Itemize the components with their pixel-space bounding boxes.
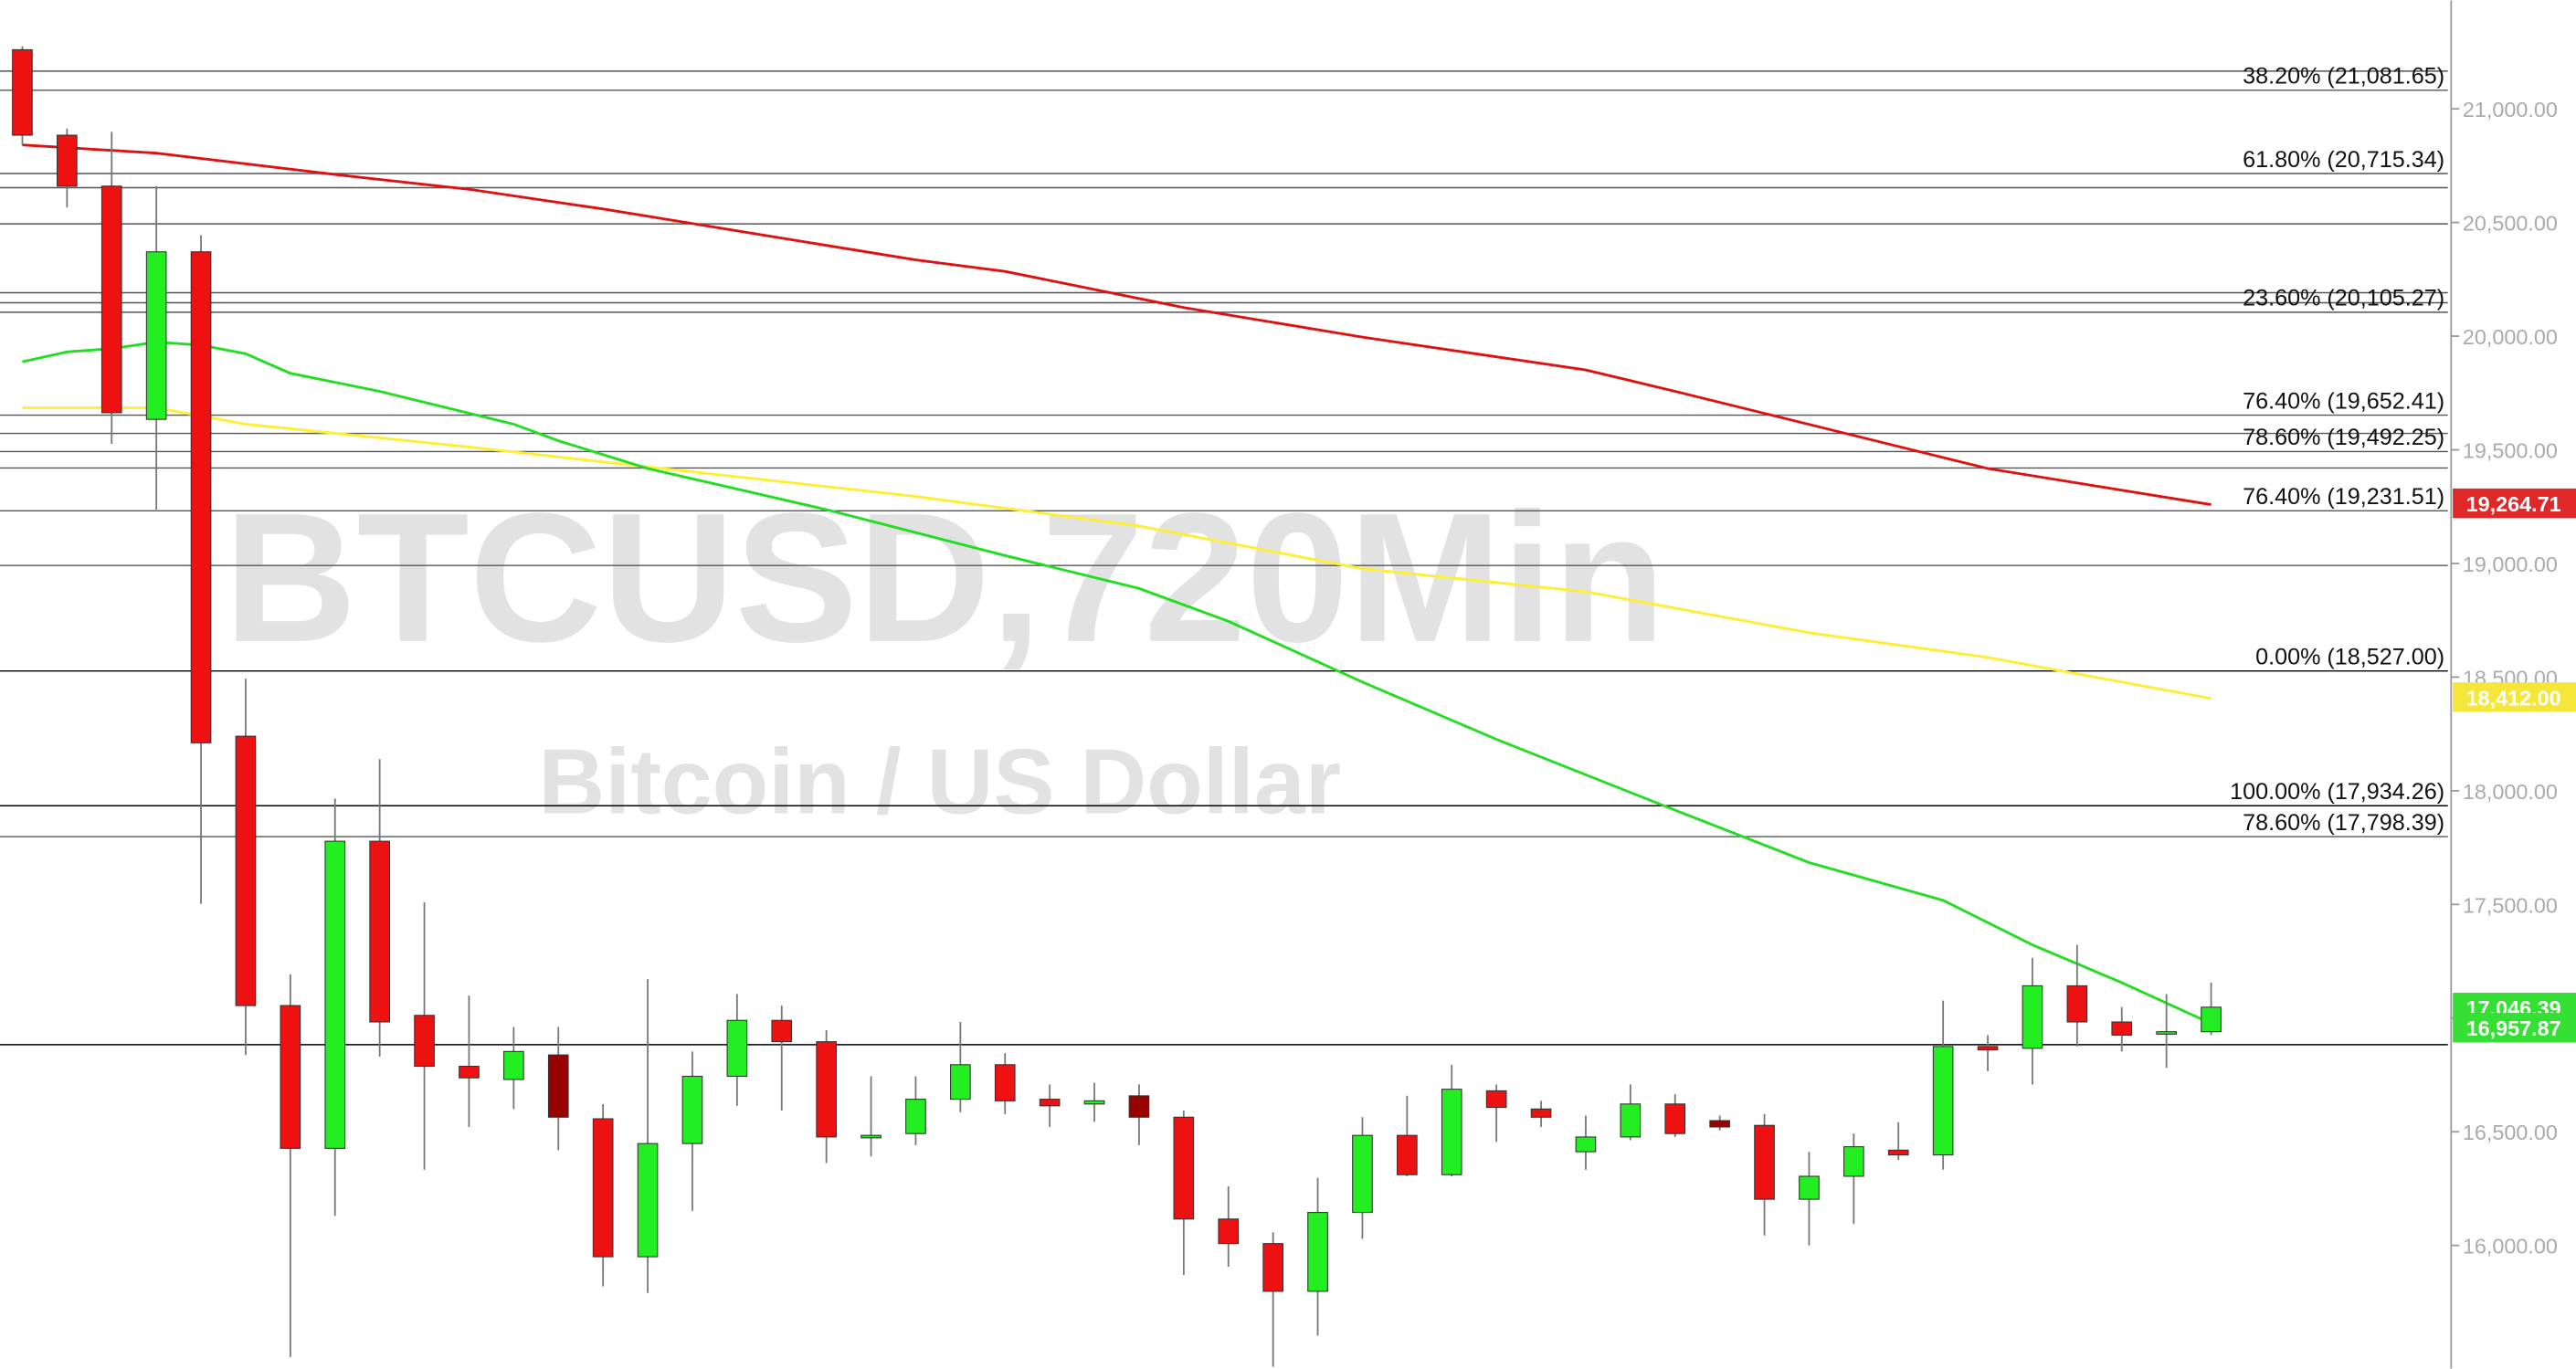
candle-body [1977,1046,1999,1051]
candle-body [1441,1089,1462,1175]
candle-body [12,48,33,136]
price-badge [2453,682,2576,712]
fib-level-label: 76.40% (19,231.51) [2243,484,2444,510]
candle-body [860,1134,882,1139]
candle-body [1932,1046,1954,1156]
moving-average-line [22,406,2212,700]
y-tick-label: 21,000.00 [2463,98,2558,121]
candle-body [726,1019,748,1078]
candle-body [369,840,390,1023]
price-badge-label: 18,412.00 [2466,686,2561,710]
watermark-subtitle: Bitcoin / US Dollar [538,732,1340,834]
y-tick-label: 16,000.00 [2463,1235,2558,1258]
candle-body [771,1019,793,1043]
candle-body [1397,1134,1418,1175]
candle-body [950,1064,971,1100]
fib-level-label: 100.00% (17,934.26) [2230,779,2444,805]
candle-body [57,134,78,187]
watermark-title: BTCUSD,720Min [224,475,1665,680]
candle-body [459,1065,480,1079]
candle-body [1083,1100,1105,1105]
candle-body [414,1015,435,1068]
candle-body [1575,1136,1597,1153]
candle-body [503,1050,524,1080]
candle-body [1887,1149,1909,1156]
candle-body [1262,1243,1283,1292]
candle-body [1754,1124,1775,1200]
candle-body [1485,1090,1507,1109]
candle-body [190,251,212,743]
y-tick-label: 20,500.00 [2463,212,2558,236]
candle-body [1307,1212,1328,1292]
candle-body [1039,1099,1061,1107]
moving-average-line [22,143,2212,506]
candle-body [905,1099,926,1134]
candle-body [681,1075,703,1144]
candle-body [235,735,257,1006]
fib-level-label: 78.60% (17,798.39) [2243,810,2444,836]
candle-body [547,1054,569,1118]
candle-body [1799,1175,1820,1200]
candle-body [592,1118,614,1258]
candle-body [1218,1218,1240,1245]
y-tick-label: 17,500.00 [2463,893,2558,917]
y-tick-label: 20,000.00 [2463,325,2558,349]
candle-body [1352,1134,1373,1214]
candle-body [1664,1103,1686,1134]
y-tick-label: 19,000.00 [2463,553,2558,576]
fib-level-label: 23.60% (20,105.27) [2243,286,2444,311]
candle-body [1843,1146,1864,1177]
moving-average-line [22,341,2212,1026]
y-tick-label: 18,000.00 [2463,780,2558,804]
candle-body [2201,1006,2222,1033]
candle-body [1620,1103,1642,1138]
y-tick-label: 16,500.00 [2463,1121,2558,1144]
candle-body [100,185,122,414]
candle-body [1530,1108,1552,1118]
candle-body [2111,1021,2133,1036]
candle-body [280,1005,301,1149]
candle-body [2066,985,2088,1023]
candle-body [994,1064,1016,1101]
fib-level-label: 0.00% (18,527.00) [2255,644,2444,669]
candle-body [1709,1120,1730,1128]
candle-body [1173,1116,1195,1220]
candle-body [637,1143,659,1258]
candle-body [816,1041,837,1138]
price-badge [2453,1013,2576,1043]
y-tick-label: 19,500.00 [2463,439,2558,463]
fib-level-label: 38.20% (21,081.65) [2243,64,2444,90]
price-badge [2453,488,2576,519]
price-badge-label: 19,264.71 [2466,492,2561,516]
candle-body [2022,985,2043,1049]
fib-level-label: 78.60% (19,492.25) [2243,425,2444,450]
price-badge-label: 16,957.87 [2466,1016,2561,1040]
candle-body [324,840,346,1149]
fib-level-label: 76.40% (19,652.41) [2243,388,2444,414]
candle-body [145,251,167,420]
candle-body [2156,1031,2177,1035]
fib-level-label: 61.80% (20,715.34) [2243,147,2444,173]
candle-body [1128,1095,1150,1118]
